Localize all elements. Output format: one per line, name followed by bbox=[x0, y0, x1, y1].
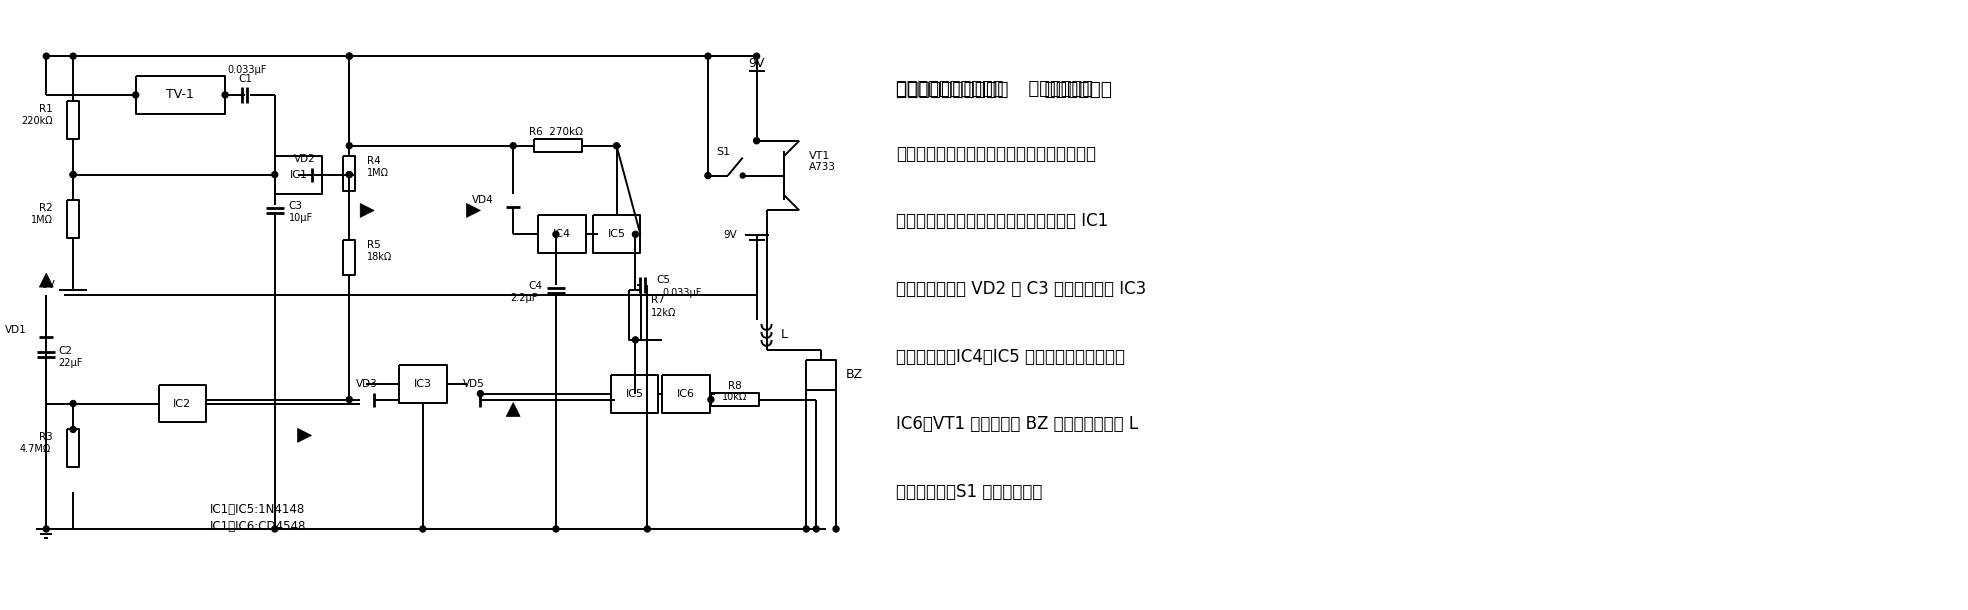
Circle shape bbox=[43, 53, 49, 59]
Text: IC1: IC1 bbox=[289, 170, 307, 179]
Text: R3: R3 bbox=[39, 432, 53, 442]
Text: IC1～IC5:1N4148: IC1～IC5:1N4148 bbox=[211, 503, 305, 515]
Text: 9V: 9V bbox=[41, 280, 55, 290]
Text: R2: R2 bbox=[39, 204, 53, 213]
Text: C2: C2 bbox=[59, 346, 73, 356]
Circle shape bbox=[632, 231, 638, 237]
Polygon shape bbox=[506, 403, 520, 417]
Circle shape bbox=[708, 396, 714, 403]
Text: 物体振动位移检测电路    电路采用全方: 物体振动位移检测电路 电路采用全方 bbox=[895, 80, 1092, 98]
Circle shape bbox=[740, 173, 746, 178]
Circle shape bbox=[754, 53, 760, 59]
Text: L: L bbox=[781, 328, 787, 342]
Circle shape bbox=[222, 92, 228, 98]
Text: VD5: VD5 bbox=[462, 379, 484, 389]
Text: VD3: VD3 bbox=[356, 379, 378, 389]
Text: 是升压电感，S1 是锁控开关。: 是升压电感，S1 是锁控开关。 bbox=[895, 483, 1041, 501]
Text: S1: S1 bbox=[716, 146, 730, 157]
Text: IC2: IC2 bbox=[173, 398, 191, 409]
Circle shape bbox=[510, 143, 516, 149]
Text: VD4: VD4 bbox=[472, 195, 494, 206]
Circle shape bbox=[71, 171, 77, 178]
Text: IC6、VT1 驱动压电片 BZ 发出信号。图中 L: IC6、VT1 驱动压电片 BZ 发出信号。图中 L bbox=[895, 415, 1138, 434]
Text: IC3: IC3 bbox=[413, 379, 431, 389]
Circle shape bbox=[553, 231, 559, 237]
Text: IC5: IC5 bbox=[626, 389, 644, 398]
Polygon shape bbox=[297, 428, 311, 442]
Text: C3: C3 bbox=[289, 201, 303, 212]
Circle shape bbox=[71, 171, 77, 178]
Text: 9V: 9V bbox=[748, 57, 766, 70]
Circle shape bbox=[43, 526, 49, 532]
Text: IC4: IC4 bbox=[553, 229, 571, 239]
Circle shape bbox=[705, 173, 710, 179]
Text: 1MΩ: 1MΩ bbox=[368, 168, 390, 178]
Text: IC1～IC6:CD4548: IC1～IC6:CD4548 bbox=[211, 520, 307, 534]
Text: 物体振动位移检测电路      电路采用全方: 物体振动位移检测电路 电路采用全方 bbox=[895, 79, 1112, 98]
Text: 10μF: 10μF bbox=[289, 214, 313, 223]
Circle shape bbox=[346, 171, 352, 178]
Circle shape bbox=[71, 53, 77, 59]
Circle shape bbox=[272, 171, 277, 178]
Text: 输出高电平。经 VD2 给 C3 快速充电，使 IC3: 输出高电平。经 VD2 给 C3 快速充电，使 IC3 bbox=[895, 280, 1145, 298]
Text: VT1: VT1 bbox=[809, 151, 830, 160]
Text: R1: R1 bbox=[39, 104, 53, 114]
Text: 测物发生位移振动时，传感器输出信号使 IC1: 测物发生位移振动时，传感器输出信号使 IC1 bbox=[895, 212, 1108, 231]
Text: A733: A733 bbox=[809, 162, 836, 171]
Circle shape bbox=[832, 526, 838, 532]
Circle shape bbox=[132, 92, 138, 98]
Circle shape bbox=[71, 401, 77, 406]
Text: C5: C5 bbox=[655, 275, 671, 285]
Circle shape bbox=[272, 526, 277, 532]
Circle shape bbox=[346, 143, 352, 149]
Text: VD2: VD2 bbox=[293, 154, 315, 163]
Text: 10kΩ: 10kΩ bbox=[722, 392, 748, 401]
Text: 0.033μF: 0.033μF bbox=[226, 65, 266, 75]
Circle shape bbox=[346, 53, 352, 59]
Polygon shape bbox=[466, 204, 480, 217]
Text: R5: R5 bbox=[368, 240, 382, 250]
Text: IC6: IC6 bbox=[677, 389, 695, 398]
Polygon shape bbox=[39, 273, 53, 287]
Text: VD1: VD1 bbox=[4, 325, 26, 335]
Text: 18kΩ: 18kΩ bbox=[368, 252, 392, 262]
Circle shape bbox=[614, 143, 620, 149]
Text: BZ: BZ bbox=[846, 368, 864, 381]
Text: 9V: 9V bbox=[722, 231, 736, 240]
Circle shape bbox=[346, 396, 352, 403]
Circle shape bbox=[803, 526, 809, 532]
Text: C4: C4 bbox=[527, 281, 541, 291]
Circle shape bbox=[71, 426, 77, 432]
Circle shape bbox=[478, 390, 484, 397]
Text: 4.7MΩ: 4.7MΩ bbox=[20, 444, 51, 454]
Text: 位位移振动传感器，静态时为常开状态。若被: 位位移振动传感器，静态时为常开状态。若被 bbox=[895, 145, 1096, 163]
Text: 2.2μF: 2.2μF bbox=[510, 293, 537, 303]
Text: 12kΩ: 12kΩ bbox=[651, 308, 677, 318]
Circle shape bbox=[553, 526, 559, 532]
Text: R8: R8 bbox=[728, 381, 742, 390]
Text: 22μF: 22μF bbox=[59, 357, 83, 368]
Circle shape bbox=[705, 53, 710, 59]
Circle shape bbox=[346, 53, 352, 59]
Text: 输出低电平，IC4、IC5 组成的振荡器起振，经: 输出低电平，IC4、IC5 组成的振荡器起振，经 bbox=[895, 348, 1124, 366]
Text: R6  270kΩ: R6 270kΩ bbox=[529, 127, 583, 137]
Text: 1MΩ: 1MΩ bbox=[31, 215, 53, 225]
Text: 0.033μF: 0.033μF bbox=[661, 288, 703, 298]
Circle shape bbox=[813, 526, 819, 532]
Text: C1: C1 bbox=[238, 74, 252, 84]
Text: R7: R7 bbox=[651, 295, 665, 305]
Circle shape bbox=[346, 171, 352, 178]
Circle shape bbox=[754, 138, 760, 144]
Text: IC5: IC5 bbox=[608, 229, 626, 239]
Circle shape bbox=[644, 526, 649, 532]
Text: 220kΩ: 220kΩ bbox=[22, 116, 53, 126]
Circle shape bbox=[632, 337, 638, 343]
Polygon shape bbox=[360, 204, 374, 217]
Text: TV-1: TV-1 bbox=[167, 88, 195, 101]
Text: R4: R4 bbox=[368, 156, 382, 166]
Circle shape bbox=[419, 526, 425, 532]
